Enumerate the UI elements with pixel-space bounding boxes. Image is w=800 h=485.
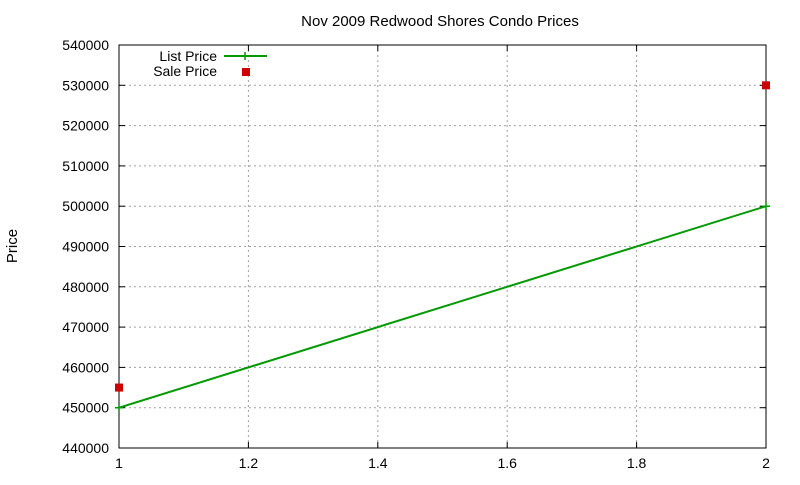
x-tick-label: 2 bbox=[762, 455, 770, 471]
y-axis-label: Price bbox=[4, 229, 21, 263]
plot-area-border bbox=[118, 44, 767, 449]
data-point-sale-price bbox=[115, 383, 123, 392]
y-tick-label: 530000 bbox=[62, 77, 109, 93]
legend-label-list-price: List Price bbox=[159, 48, 217, 64]
x-tick-label: 1.8 bbox=[627, 455, 647, 471]
legend-marker-list-price bbox=[241, 52, 249, 60]
series bbox=[115, 81, 770, 412]
chart-title: Nov 2009 Redwood Shores Condo Prices bbox=[301, 13, 579, 30]
x-tick-label: 1.6 bbox=[497, 455, 517, 471]
y-tick-label: 490000 bbox=[62, 239, 109, 255]
axis-ticks: 1 1.2 1.4 1.6 1.8 2 440000 450000 460000 470000 48… bbox=[62, 37, 770, 471]
y-tick-label: 470000 bbox=[62, 319, 109, 335]
x-tick-label: 1 bbox=[115, 455, 123, 471]
legend-label-sale-price: Sale Price bbox=[153, 63, 217, 79]
x-tick-label: 1.2 bbox=[239, 455, 259, 471]
y-tick-label: 450000 bbox=[62, 400, 109, 416]
y-tick-label: 440000 bbox=[62, 440, 109, 456]
y-tick-label: 510000 bbox=[62, 158, 109, 174]
data-point-list-price bbox=[762, 202, 770, 211]
y-tick-label: 480000 bbox=[62, 279, 109, 295]
series-line-list-price bbox=[118, 205, 767, 409]
y-tick-label: 540000 bbox=[62, 37, 109, 53]
data-point-list-price bbox=[115, 403, 123, 412]
legend: List Price Sale Price bbox=[153, 48, 267, 79]
y-tick-label: 460000 bbox=[62, 359, 109, 375]
y-tick-label: 500000 bbox=[62, 198, 109, 214]
grid bbox=[119, 45, 766, 448]
legend-key-sale-price bbox=[242, 68, 250, 76]
data-point-sale-price bbox=[762, 81, 770, 90]
y-tick-label: 520000 bbox=[62, 118, 109, 134]
x-tick-label: 1.4 bbox=[368, 455, 388, 471]
